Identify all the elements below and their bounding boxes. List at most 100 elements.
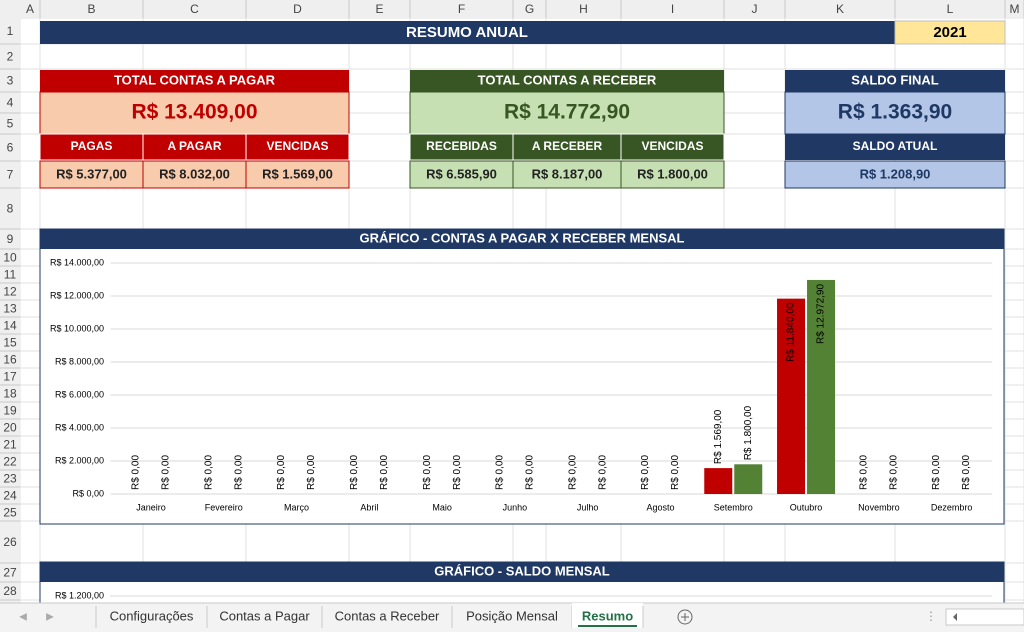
y-tick-label: R$ 12.000,00 <box>50 290 104 300</box>
bar <box>807 279 836 494</box>
bar <box>734 464 763 494</box>
chart-area <box>39 228 1005 525</box>
pagar-total-cell <box>39 91 350 135</box>
h-scrollbar <box>945 608 1024 626</box>
row-header: 25 <box>3 506 17 520</box>
sheet-tab[interactable]: Resumo <box>582 608 633 623</box>
scroll-arrow <box>953 613 957 621</box>
y-tick-label: R$ 4.000,00 <box>55 422 104 432</box>
y-tick-label: R$ 0,00 <box>72 488 104 498</box>
data-label: R$ 0,00 <box>567 455 578 490</box>
x-tick-label: Março <box>284 502 309 512</box>
data-label: R$ 0,00 <box>306 455 317 490</box>
data-label: R$ 0,00 <box>525 455 536 490</box>
data-label: R$ 0,00 <box>233 455 244 490</box>
saldo-total: R$ 1.363,90 <box>838 101 952 124</box>
receber-header <box>410 70 724 92</box>
row-header: 12 <box>3 285 17 299</box>
chart-title-bar <box>40 229 1004 249</box>
y-tick-label: R$ 6.000,00 <box>55 389 104 399</box>
tab-bar <box>0 603 1024 632</box>
sheet-tab[interactable]: Contas a Pagar <box>219 608 310 623</box>
pagar-label: A PAGAR <box>168 139 222 153</box>
row-header: 13 <box>3 302 17 316</box>
data-label: R$ 0,00 <box>422 455 433 490</box>
receber-value-cell <box>409 160 514 189</box>
row-header: 27 <box>3 566 17 580</box>
y-tick-label: R$ 8.000,00 <box>55 356 104 366</box>
data-label: R$ 0,00 <box>349 455 360 490</box>
y-tick-label: R$ 14.000,00 <box>50 257 104 267</box>
receber-total: R$ 14.772,90 <box>504 101 630 124</box>
data-label: R$ 1.569,00 <box>713 409 724 464</box>
saldo-sub-title: SALDO ATUAL <box>853 139 938 153</box>
x-tick-label: Outubro <box>790 502 823 512</box>
pagar-label-cell <box>142 133 247 161</box>
row-header: 20 <box>3 421 17 435</box>
column-header: I <box>671 2 674 16</box>
data-label: R$ 0,00 <box>379 455 390 490</box>
x-tick-label: Junho <box>503 502 528 512</box>
receber-label-cell <box>620 133 725 161</box>
saldo-sub-header <box>785 134 1005 160</box>
add-sheet[interactable] <box>677 609 693 625</box>
column-header: F <box>458 2 465 16</box>
row-header: 3 <box>7 74 14 88</box>
column-header: E <box>375 2 383 16</box>
data-label: R$ 0,00 <box>640 455 651 490</box>
bar <box>704 468 733 494</box>
chart2-title: GRÁFICO - SALDO MENSAL <box>434 563 610 578</box>
column-header: B <box>87 2 95 16</box>
pagar-value-cell <box>39 160 144 189</box>
saldo-sub-value: R$ 1.208,90 <box>860 166 931 181</box>
receber-label: RECEBIDAS <box>426 139 497 153</box>
scroll-right[interactable]: ▶ <box>46 612 54 623</box>
receber-label: A RECEBER <box>532 139 603 153</box>
year: 2021 <box>933 24 966 41</box>
row-header: 7 <box>7 168 14 182</box>
pagar-label: PAGAS <box>71 139 113 153</box>
receber-value-cell <box>512 160 622 189</box>
year-cell <box>894 20 1006 45</box>
data-label: R$ 0,00 <box>858 455 869 490</box>
saldo-header <box>785 70 1005 92</box>
pagar-label-cell <box>39 133 144 161</box>
data-label: R$ 0,00 <box>161 455 172 490</box>
pagar-title: TOTAL CONTAS A PAGAR <box>114 72 276 87</box>
data-label: R$ 0,00 <box>276 455 287 490</box>
x-tick-label: Dezembro <box>931 502 973 512</box>
data-label: R$ 12.972,90 <box>816 284 827 344</box>
data-label: R$ 0,00 <box>203 455 214 490</box>
column-header: C <box>190 2 199 16</box>
row-header: 11 <box>4 268 17 282</box>
row-header: 4 <box>7 96 14 110</box>
data-label: R$ 0,00 <box>961 455 972 490</box>
row-header: 28 <box>3 584 17 598</box>
row-header: 18 <box>3 387 17 401</box>
row-header: 5 <box>7 117 14 131</box>
menu-dots: ⋮ <box>925 609 937 623</box>
row-header: 22 <box>3 455 17 469</box>
row-header: 21 <box>3 438 17 452</box>
chart2-title-bar <box>40 562 1004 582</box>
row-header: 2 <box>7 50 14 64</box>
scroll-left[interactable]: ◀ <box>19 612 27 623</box>
chart-title: GRÁFICO - CONTAS A PAGAR X RECEBER MENSA… <box>359 230 684 245</box>
title-bar <box>40 21 895 44</box>
sheet-tab[interactable]: Configurações <box>110 608 194 623</box>
data-label: R$ 11.840,00 <box>786 302 797 362</box>
saldo-title: SALDO FINAL <box>851 72 938 87</box>
column-header: G <box>525 2 534 16</box>
column-header: H <box>579 2 588 16</box>
data-label: R$ 0,00 <box>597 455 608 490</box>
receber-title: TOTAL CONTAS A RECEBER <box>478 72 657 87</box>
data-label: R$ 0,00 <box>670 455 681 490</box>
sheet-tab[interactable]: Posição Mensal <box>466 608 558 623</box>
receber-total-cell <box>409 91 725 135</box>
column-header: L <box>947 2 954 16</box>
column-header: K <box>836 2 844 16</box>
row-header: 23 <box>3 472 17 486</box>
sheet-tab[interactable]: Contas a Receber <box>335 608 440 623</box>
